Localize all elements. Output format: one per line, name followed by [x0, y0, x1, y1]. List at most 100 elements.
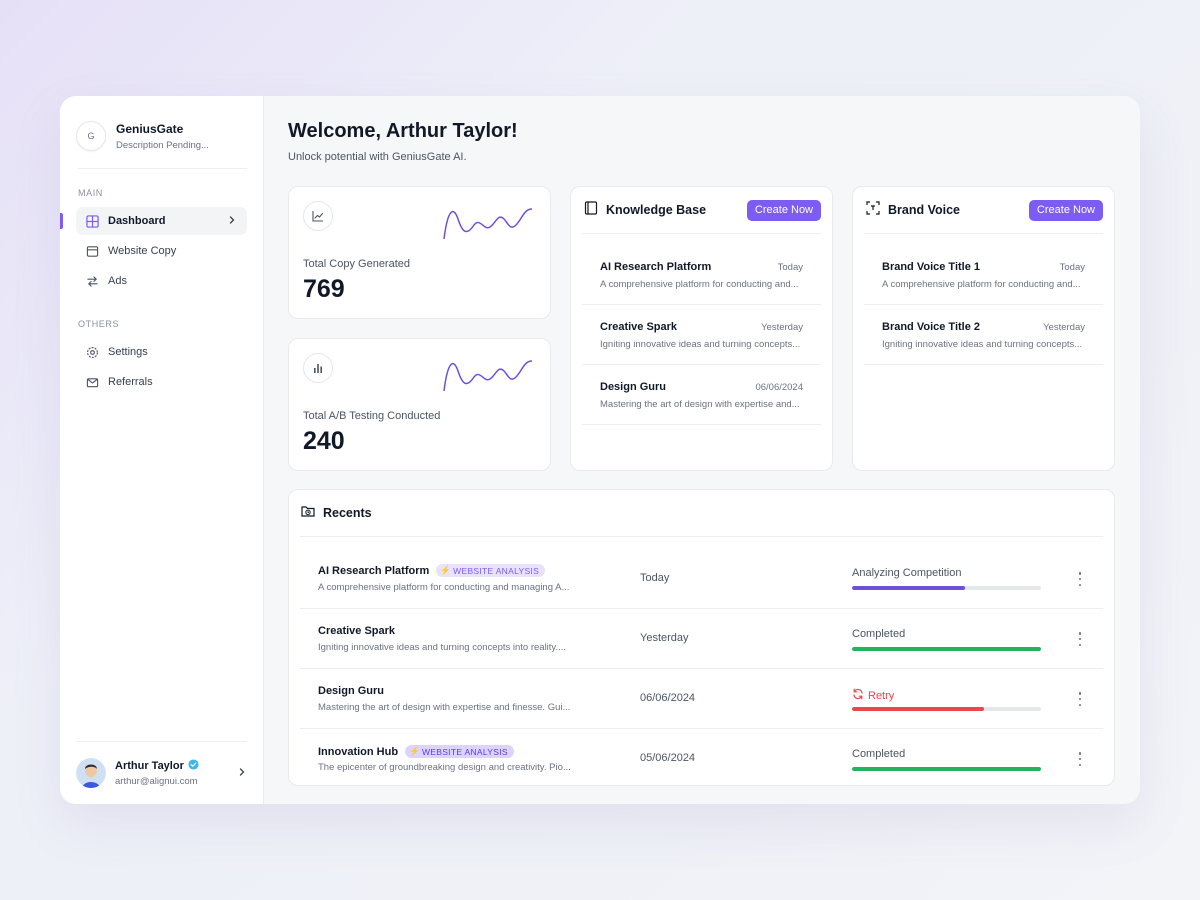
list-item[interactable]: AI Research Platform Today A comprehensi…	[582, 234, 821, 305]
stat-label: Total Copy Generated	[303, 258, 411, 270]
progress-fill	[852, 767, 1041, 771]
item-title: Creative Spark	[600, 321, 678, 333]
brand-logo: G	[76, 121, 106, 151]
item-date: Yesterday	[761, 322, 803, 333]
active-indicator	[60, 213, 63, 229]
bolt-icon: ⚡	[440, 565, 452, 575]
sidebar: G GeniusGate Description Pending... MAIN…	[60, 96, 264, 804]
main-content: Welcome, Arthur Taylor! Unlock potential…	[264, 96, 1140, 804]
more-menu-icon[interactable]	[1075, 752, 1085, 766]
progress-fill	[852, 647, 1041, 651]
brand-description: Description Pending...	[116, 139, 209, 151]
sidebar-item-dashboard[interactable]: Dashboard	[60, 207, 247, 235]
sidebar-item-settings[interactable]: Settings	[76, 338, 247, 366]
item-description: A comprehensive platform for conducting …	[600, 279, 799, 290]
panel-divider	[300, 536, 1103, 537]
row-status: Analyzing Competition	[852, 567, 962, 579]
brand-name: GeniusGate	[116, 121, 184, 136]
item-title: Brand Voice Title 2	[882, 321, 981, 333]
page-title: Welcome, Arthur Taylor!	[288, 120, 518, 142]
list-item[interactable]: Brand Voice Title 1 Today A comprehensiv…	[864, 234, 1103, 305]
sidebar-divider	[78, 168, 247, 169]
browser-icon	[86, 245, 99, 258]
app-window: G GeniusGate Description Pending... MAIN…	[60, 96, 1140, 804]
table-row[interactable]: Innovation Hub ⚡ WEBSITE ANALYSIS The ep…	[300, 729, 1103, 789]
item-date: Yesterday	[1043, 322, 1085, 333]
row-description: The epicenter of groundbreaking design a…	[318, 762, 571, 773]
panel-title: Recents	[323, 506, 372, 520]
page-subtitle: Unlock potential with GeniusGate AI.	[288, 151, 467, 163]
row-date: Today	[640, 572, 670, 584]
row-title: Innovation Hub	[318, 745, 399, 758]
chevron-right-icon[interactable]	[237, 764, 247, 782]
sparkline-chart	[443, 360, 533, 392]
stat-value: 240	[303, 427, 345, 455]
sidebar-item-website-copy[interactable]: Website Copy	[76, 237, 247, 265]
stat-label: Total A/B Testing Conducted	[303, 410, 441, 422]
line-chart-icon	[303, 201, 333, 231]
item-description: Igniting innovative ideas and turning co…	[882, 339, 1083, 350]
list-item[interactable]: Design Guru 06/06/2024 Mastering the art…	[582, 365, 821, 425]
row-date: 06/06/2024	[640, 692, 696, 704]
sidebar-item-ads[interactable]: Ads	[76, 267, 247, 295]
stat-card-ab-testing: Total A/B Testing Conducted 240	[288, 338, 551, 471]
sidebar-item-label: Ads	[108, 275, 127, 287]
stat-card-copy: Total Copy Generated 769	[288, 186, 551, 319]
brand-voice-panel: Brand Voice Create Now Brand Voice Title…	[852, 186, 1115, 471]
row-status[interactable]: Retry	[852, 688, 894, 703]
retry-label: Retry	[868, 689, 895, 702]
more-menu-icon[interactable]	[1075, 632, 1085, 646]
section-label-others: OTHERS	[78, 319, 120, 329]
recents-panel: Recents AI Research Platform ⚡ WEBSITE A…	[288, 489, 1115, 786]
row-description: A comprehensive platform for conducting …	[318, 582, 570, 593]
panel-title: Knowledge Base	[606, 203, 707, 217]
bar-chart-icon	[303, 353, 333, 383]
row-description: Igniting innovative ideas and turning co…	[318, 642, 567, 653]
table-row[interactable]: Creative Spark Igniting innovative ideas…	[300, 609, 1103, 669]
panel-title: Brand Voice	[888, 203, 961, 217]
badge-label: WEBSITE ANALYSIS	[421, 746, 508, 757]
gear-icon	[86, 346, 99, 359]
item-title: Design Guru	[600, 381, 667, 393]
item-date: 06/06/2024	[755, 382, 803, 393]
badge-label: WEBSITE ANALYSIS	[453, 565, 540, 576]
item-date: Today	[777, 262, 803, 273]
more-menu-icon[interactable]	[1075, 572, 1085, 586]
item-description: A comprehensive platform for conducting …	[882, 279, 1081, 290]
item-title: AI Research Platform	[600, 261, 712, 273]
user-name: Arthur Taylor	[115, 760, 184, 772]
create-now-button[interactable]: Create Now	[746, 199, 821, 221]
brand-header[interactable]: G GeniusGate Description Pending...	[76, 114, 247, 158]
book-icon	[584, 200, 598, 220]
row-status: Completed	[852, 748, 906, 760]
sidebar-item-label: Referrals	[108, 376, 153, 388]
progress-bar	[852, 707, 1041, 711]
arrows-swap-icon	[86, 275, 99, 288]
panel-divider	[582, 233, 821, 234]
avatar	[76, 758, 106, 788]
progress-fill	[852, 586, 966, 590]
list-item[interactable]: Creative Spark Yesterday Igniting innova…	[582, 305, 821, 365]
row-title: Creative Spark	[318, 625, 396, 637]
row-date: Yesterday	[640, 632, 689, 644]
item-title: Brand Voice Title 1	[882, 261, 981, 273]
chevron-right-icon	[227, 215, 237, 228]
verified-badge-icon	[188, 759, 199, 773]
table-row[interactable]: AI Research Platform ⚡ WEBSITE ANALYSIS …	[300, 537, 1103, 609]
table-row[interactable]: Design Guru Mastering the art of design …	[300, 669, 1103, 729]
progress-fill	[852, 707, 985, 711]
progress-bar	[852, 647, 1041, 651]
progress-bar	[852, 767, 1041, 771]
row-status: Completed	[852, 628, 906, 640]
sparkline-chart	[443, 208, 533, 240]
more-menu-icon[interactable]	[1075, 692, 1085, 706]
item-description: Mastering the art of design with experti…	[600, 399, 800, 410]
row-date: 05/06/2024	[640, 752, 696, 764]
scan-icon	[866, 200, 880, 220]
user-profile[interactable]: Arthur Taylor arthur@alignui.com	[76, 741, 247, 788]
sidebar-item-referrals[interactable]: Referrals	[76, 368, 247, 396]
list-item[interactable]: Brand Voice Title 2 Yesterday Igniting i…	[864, 305, 1103, 365]
mail-icon	[86, 376, 99, 389]
grid-icon	[86, 214, 99, 228]
create-now-button[interactable]: Create Now	[1028, 199, 1103, 221]
